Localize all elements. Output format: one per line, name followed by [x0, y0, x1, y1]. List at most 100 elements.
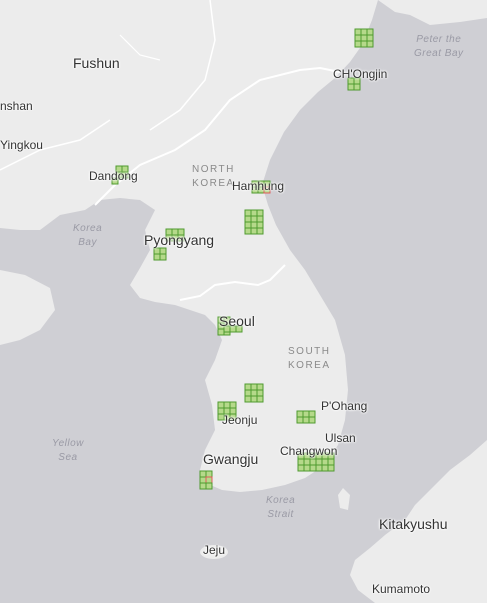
grid-cell[interactable]: [354, 40, 362, 48]
grid-cell[interactable]: [327, 464, 335, 472]
grid-cell[interactable]: [121, 171, 129, 179]
city-label-pyongyang[interactable]: Pyongyang: [144, 232, 215, 248]
water-label-line: Korea: [73, 223, 103, 234]
grid-cell[interactable]: [111, 177, 119, 185]
grid-cell[interactable]: [366, 28, 374, 36]
water-label-peter-the-great-bay: Peter the Great Bay: [414, 33, 464, 61]
city-label-seoul[interactable]: Seoul: [219, 313, 255, 329]
grid-cell[interactable]: [308, 410, 316, 418]
grid-cell[interactable]: [354, 34, 362, 42]
city-label-jeju[interactable]: Jeju: [203, 543, 226, 557]
grid-cell[interactable]: [250, 383, 258, 391]
grid-cell[interactable]: [244, 395, 252, 403]
grid-cell[interactable]: [244, 221, 252, 229]
grid-cell[interactable]: [244, 383, 252, 391]
city-label-fushun[interactable]: Fushun: [73, 55, 120, 71]
water-label-korea-bay: Korea Bay: [73, 222, 102, 250]
city-label-dandong[interactable]: Dandong: [89, 169, 138, 183]
grid-cell[interactable]: [244, 209, 252, 217]
land-shandong: [0, 270, 55, 345]
grid-cell[interactable]: [303, 458, 311, 466]
grid-cell[interactable]: [217, 328, 225, 336]
city-label-pohang[interactable]: P'Ohang: [321, 399, 368, 413]
grid-cell[interactable]: [256, 227, 264, 235]
grid-cell[interactable]: [250, 209, 258, 217]
grid-cell[interactable]: [309, 458, 317, 466]
grid-cell[interactable]: [321, 458, 329, 466]
grid-cell[interactable]: [315, 464, 323, 472]
grid-cell[interactable]: [256, 221, 264, 229]
grid-cell[interactable]: [296, 410, 304, 418]
grid-cell[interactable]: [244, 227, 252, 235]
grid-cell[interactable]: [250, 221, 258, 229]
grid-cell[interactable]: [256, 209, 264, 217]
grid-cell[interactable]: [250, 227, 258, 235]
city-label-jeonju[interactable]: Jeonju: [222, 413, 258, 427]
grid-cell[interactable]: [302, 416, 310, 424]
grid-cell[interactable]: [366, 40, 374, 48]
grid-cell[interactable]: [366, 34, 374, 42]
grid-cell[interactable]: [205, 470, 213, 478]
grid-cell[interactable]: [297, 464, 305, 472]
grid-cell[interactable]: [315, 458, 323, 466]
grid-cell[interactable]: [205, 476, 213, 484]
grid-cell[interactable]: [360, 34, 368, 42]
land-japan: [350, 440, 487, 603]
grid-cell[interactable]: [327, 458, 335, 466]
grid-cell[interactable]: [250, 389, 258, 397]
grid-cell[interactable]: [360, 28, 368, 36]
water-label-yellow-sea: Yellow Sea: [52, 437, 84, 465]
grid-cell[interactable]: [360, 40, 368, 48]
country-label-line: SOUTH: [288, 346, 331, 357]
land-jeju: [200, 545, 228, 559]
grid-cell[interactable]: [217, 401, 225, 409]
grid-cell[interactable]: [229, 413, 237, 421]
grid-cell[interactable]: [250, 395, 258, 403]
grid-cell[interactable]: [199, 470, 207, 478]
city-label-yingkou[interactable]: Yingkou: [0, 138, 43, 152]
grid-cell[interactable]: [256, 215, 264, 223]
grid-cell[interactable]: [303, 464, 311, 472]
grid-cell[interactable]: [153, 247, 161, 255]
grid-cell[interactable]: [309, 464, 317, 472]
land-russia: [378, 0, 487, 25]
city-label-kitakyushu[interactable]: Kitakyushu: [379, 516, 448, 532]
grid-cell[interactable]: [205, 482, 213, 490]
city-label-anshan[interactable]: nshan: [0, 99, 33, 113]
city-label-hamhung[interactable]: Hamhung: [232, 179, 285, 193]
grid-cell[interactable]: [159, 247, 167, 255]
grid-cell[interactable]: [229, 401, 237, 409]
grid-cell[interactable]: [199, 482, 207, 490]
grid-cell[interactable]: [353, 83, 361, 91]
city-label-kumamoto[interactable]: Kumamoto: [372, 582, 431, 596]
grid-cell[interactable]: [347, 83, 355, 91]
grid-cell[interactable]: [256, 395, 264, 403]
grid-cell[interactable]: [321, 464, 329, 472]
city-label-chongjin[interactable]: CH'Ongjin: [333, 67, 388, 81]
grid-cell[interactable]: [235, 325, 243, 333]
grid-cell[interactable]: [250, 215, 258, 223]
grid-cell[interactable]: [244, 389, 252, 397]
grid-cell[interactable]: [354, 28, 362, 36]
grid-cell[interactable]: [256, 389, 264, 397]
city-label-ulsan[interactable]: Ulsan: [325, 431, 356, 445]
country-label-line: KOREA: [192, 178, 235, 189]
city-label-changwon[interactable]: Changwon: [280, 444, 338, 458]
grid-clusters: [111, 28, 374, 490]
city-label-gwangju[interactable]: Gwangju: [203, 451, 259, 467]
grid-cell[interactable]: [244, 215, 252, 223]
water-label-line: Peter the: [416, 34, 462, 45]
grid-cell[interactable]: [296, 416, 304, 424]
grid-cell[interactable]: [263, 186, 271, 194]
water-label-line: Great Bay: [414, 48, 464, 59]
grid-cell[interactable]: [308, 416, 316, 424]
grid-cell[interactable]: [199, 476, 207, 484]
grid-cell[interactable]: [153, 253, 161, 261]
grid-cell[interactable]: [223, 401, 231, 409]
grid-cell[interactable]: [256, 383, 264, 391]
grid-cell[interactable]: [177, 234, 185, 242]
grid-cell[interactable]: [297, 458, 305, 466]
grid-cell[interactable]: [159, 253, 167, 261]
grid-cell[interactable]: [302, 410, 310, 418]
